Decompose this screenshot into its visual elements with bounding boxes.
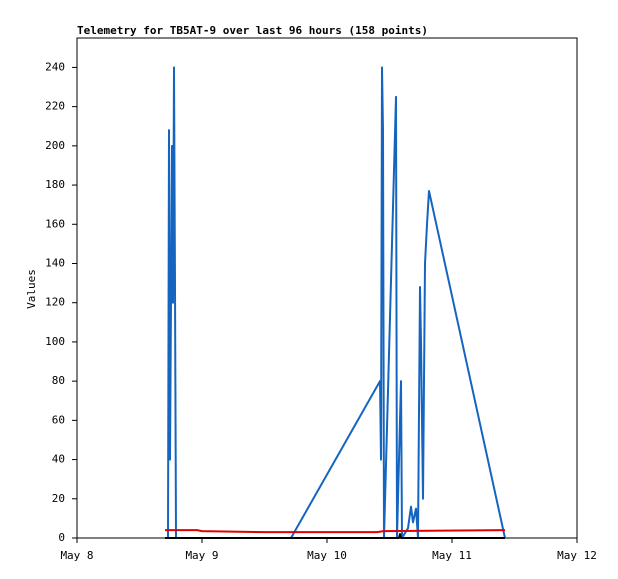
- y-tick-label: 180: [45, 178, 65, 191]
- y-tick-label: 240: [45, 60, 65, 73]
- y-tick-label: 20: [52, 492, 65, 505]
- series-line: [167, 66, 506, 539]
- y-tick-label: 220: [45, 100, 65, 113]
- y-tick-label: 160: [45, 217, 65, 230]
- series-line: [165, 529, 506, 534]
- series-line: [165, 533, 505, 539]
- chart-title: Telemetry for TB5AT-9 over last 96 hours…: [77, 24, 428, 37]
- x-tick-label: May 9: [185, 549, 218, 562]
- y-tick-label: 100: [45, 335, 65, 348]
- y-tick-label: 40: [52, 453, 65, 466]
- y-tick-label: 60: [52, 413, 65, 426]
- y-tick-label: 80: [52, 374, 65, 387]
- y-tick-label: 140: [45, 256, 65, 269]
- y-tick-label: 120: [45, 296, 65, 309]
- x-tick-label: May 8: [60, 549, 93, 562]
- y-tick-label: 200: [45, 139, 65, 152]
- y-axis-label: Values: [25, 269, 38, 309]
- x-tick-label: May 10: [307, 549, 347, 562]
- y-tick-label: 0: [58, 531, 65, 544]
- x-tick-label: May 11: [432, 549, 472, 562]
- x-tick-label: May 12: [557, 549, 597, 562]
